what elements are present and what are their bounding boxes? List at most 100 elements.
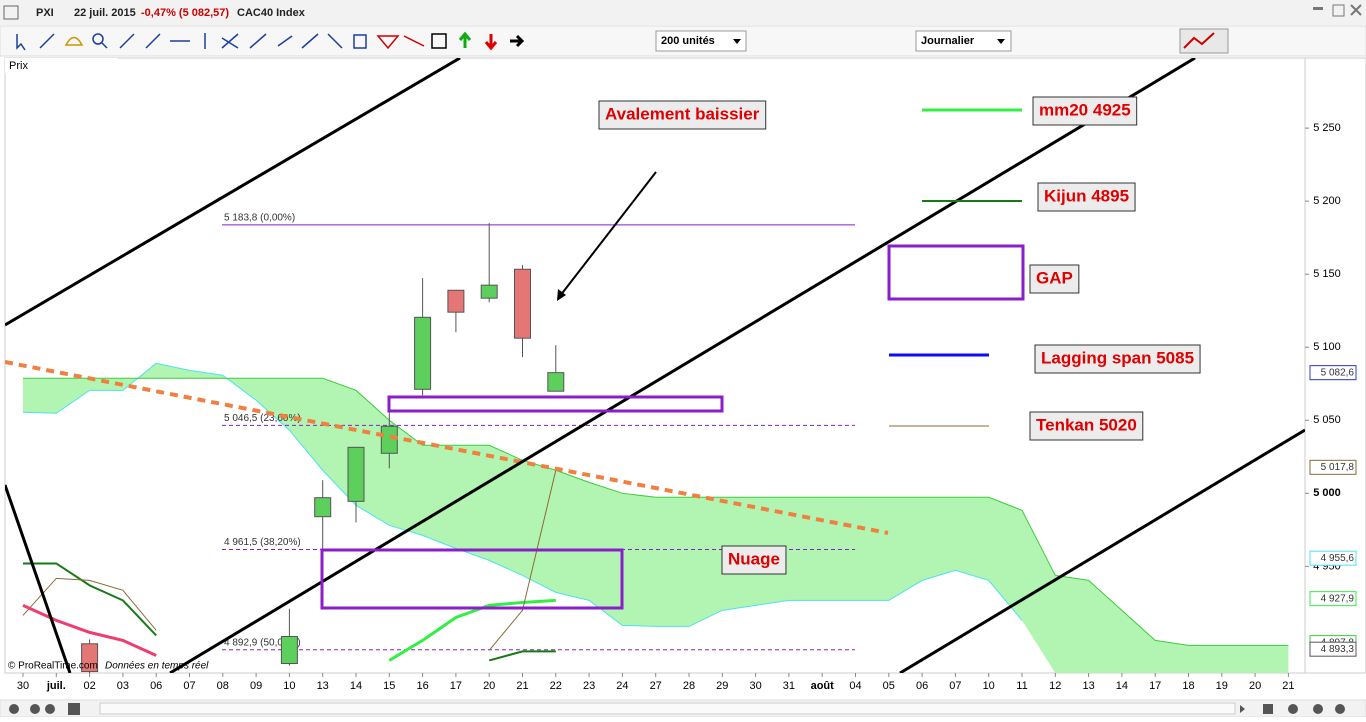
legend-label-box (1034, 344, 1201, 374)
x-tick-label: 21 (516, 680, 528, 692)
x-tick-label: 14 (350, 680, 362, 692)
x-tick-label: 18 (1182, 680, 1194, 692)
units-text: 200 unités (661, 35, 715, 47)
span-a-line (22, 362, 1023, 627)
y-tick-label: 5 000 (1313, 487, 1341, 499)
x-tick-label: 03 (117, 680, 129, 692)
candle-body (347, 446, 365, 502)
x-tick-label: 12 (1049, 680, 1061, 692)
trend-line (5, 360, 889, 535)
scroll-track[interactable] (99, 702, 1236, 715)
instrument-name: CAC40 Index (237, 7, 306, 19)
arrow-head (557, 289, 566, 301)
annotation-box (721, 545, 787, 575)
x-tick-label: 10 (283, 680, 295, 692)
gap-box (387, 395, 724, 413)
candle-body (81, 643, 99, 673)
annotation: Avalement baissier (605, 104, 760, 123)
legend-label-box (1029, 411, 1144, 441)
price-label-box (1309, 550, 1357, 566)
y-tick-label: 5 200 (1313, 195, 1341, 207)
x-tick-label: 10 (983, 680, 995, 692)
x-tick-label: 09 (250, 680, 262, 692)
y-tick-label: 5 150 (1313, 268, 1341, 280)
x-tick-label: 22 (550, 680, 562, 692)
candle-body (280, 635, 298, 665)
x-tick-label: 21 (1282, 680, 1294, 692)
x-tick-label: 06 (150, 680, 162, 692)
price-label-box (1309, 641, 1357, 657)
span-b-line (23, 377, 1289, 646)
legend-label-box (1032, 96, 1138, 126)
cloud-area (23, 363, 1289, 673)
series-line (22, 603, 157, 657)
period-select[interactable] (915, 30, 1012, 52)
series-line (22, 470, 557, 651)
price-label: 4 893,3 (1321, 644, 1355, 655)
x-tick-label: 15 (383, 680, 395, 692)
panel-header (5, 58, 117, 74)
price-label: 5 017,8 (1321, 462, 1355, 473)
plot: 5 183,8 (0,00%) 5 046,5 (23,60%) 4 961,5 (… (22, 212, 1289, 673)
fib-label: 4 961,5 (38,20%) (224, 537, 301, 548)
series-line (23, 562, 556, 662)
x-tick-label: juil. (46, 680, 66, 692)
x-tick-label: 17 (1149, 680, 1161, 692)
legend-label: mm20 4925 (1039, 100, 1131, 119)
channel-line (5, 484, 72, 673)
legend-label-box (1037, 182, 1136, 212)
x-tick-label: 19 (1216, 680, 1228, 692)
title-bar (0, 0, 1366, 25)
candle-body (314, 497, 332, 518)
series-line (388, 598, 556, 662)
tool-icons[interactable] (16, 31, 525, 51)
x-tick-label: 31 (783, 680, 795, 692)
date: 22 juil. 2015 (74, 7, 136, 19)
arrow-line (559, 171, 657, 297)
y-tick-label: 5 050 (1313, 414, 1341, 426)
channel-line (899, 428, 1305, 673)
change: -0,47% (5 082,57) (141, 7, 229, 19)
candle-body (414, 316, 432, 390)
nav-icons[interactable] (9, 703, 1345, 715)
annotation-box (598, 100, 767, 130)
x-tick-label: 07 (949, 680, 961, 692)
fib-label: 5 046,5 (23,60%) (224, 413, 301, 424)
annotation: Nuage (728, 549, 780, 568)
x-tick-label: 16 (416, 680, 428, 692)
candle-body (480, 284, 498, 299)
legend-label: Lagging span 5085 (1041, 348, 1194, 367)
x-tick-label: 28 (683, 680, 695, 692)
channel-line (5, 58, 461, 327)
x-tick-label: 06 (916, 680, 928, 692)
close[interactable] (1350, 4, 1362, 16)
minimize[interactable] (1313, 7, 1323, 10)
chart-icon (3, 5, 19, 20)
x-tick-label: 20 (1249, 680, 1261, 692)
x-tick-label: 23 (583, 680, 595, 692)
x-tick-label: 13 (317, 680, 329, 692)
panel-label: Prix (9, 60, 28, 72)
y-tick-label: 5 250 (1313, 122, 1341, 134)
fib-label: 5 183,8 (0,00%) (224, 212, 295, 223)
x-tick-label: 05 (883, 680, 895, 692)
x-tick-label: 13 (1082, 680, 1094, 692)
channel-line (169, 58, 1196, 673)
x-tick-label: 11 (1016, 680, 1027, 692)
feed: Données en temps réel (105, 661, 209, 672)
candle-body (514, 268, 531, 339)
x-tick-label: 24 (616, 680, 628, 692)
x-tick-label: 02 (83, 680, 95, 692)
period-text: Journalier (921, 35, 975, 47)
maximize[interactable] (1332, 4, 1345, 17)
price-label: 5 082,6 (1321, 367, 1355, 378)
gap-box (320, 548, 624, 610)
indicator-icon (1183, 32, 1215, 49)
dropdown-arrow (733, 39, 741, 44)
legend-label: Kijun 4895 (1044, 186, 1129, 205)
gap-legend-swatch (887, 244, 1025, 301)
candle-body (447, 289, 465, 313)
units-select[interactable] (655, 30, 747, 52)
